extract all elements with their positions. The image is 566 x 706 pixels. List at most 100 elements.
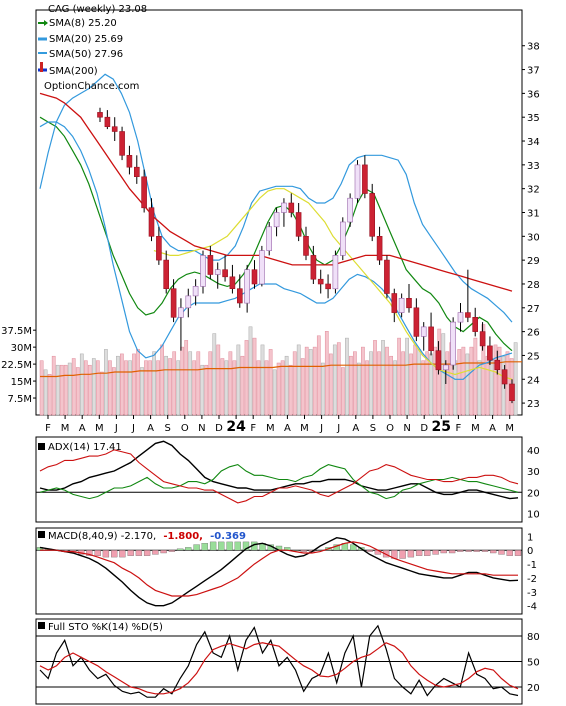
volume-bar — [128, 360, 132, 416]
volume-bar — [292, 351, 297, 416]
svg-text:MACD(8,40,9) -2.170, -: MACD(8,40,9) -2.170, -1.800, -0.369 — [48, 531, 246, 542]
candles — [97, 107, 515, 404]
candle-body — [185, 295, 192, 309]
volume-bar — [349, 355, 353, 416]
volume-bar — [268, 349, 273, 416]
x-axis: F M A M J J A S O N D 24 F M A M J J A S O N D 25 F M A M — [45, 415, 514, 435]
y-tick-label: 0 — [527, 546, 533, 557]
volume-bar — [316, 335, 321, 416]
y-tick-label: 30 — [527, 232, 540, 243]
x-tick-label: A — [284, 423, 291, 434]
volume-bar — [176, 360, 181, 416]
volume-bar — [489, 358, 494, 416]
candle-body — [442, 364, 449, 371]
macd-hist-bar — [465, 550, 472, 552]
macd-hist-bar — [300, 550, 307, 552]
y-tick-label: 26 — [527, 328, 540, 339]
macd-hist-bar — [514, 550, 522, 556]
volume-bar — [91, 358, 96, 416]
candle-body — [332, 255, 339, 290]
legend-label: SMA(20) 25.69 — [49, 34, 123, 45]
y-tick-label: 33 — [527, 161, 540, 172]
candle-body — [237, 288, 243, 304]
macd-hist-bar — [498, 550, 505, 555]
x-tick-label: J — [131, 423, 135, 434]
macd-hist-bar — [209, 541, 217, 551]
macd-hist-bar — [292, 550, 299, 551]
macd-hist-bar — [407, 550, 415, 558]
volume-bar — [389, 355, 393, 416]
volume-bar — [152, 351, 156, 416]
candle-body — [207, 255, 214, 275]
volume-bar — [71, 358, 76, 416]
volume-bar — [124, 360, 128, 416]
candle-body — [134, 166, 140, 177]
legend-item-sma200: SMA(200) — [38, 62, 98, 77]
y-tick-label: 37.5M — [1, 326, 32, 337]
candle-body — [288, 202, 295, 213]
y-tick-label: -3 — [527, 588, 537, 599]
volume-bar — [465, 353, 470, 416]
candle-body — [148, 207, 155, 237]
y-tick-label: 31 — [527, 209, 540, 220]
y-tick-label: 30 — [527, 467, 540, 478]
volume-bar — [401, 351, 405, 416]
x-tick-label: N — [403, 423, 410, 434]
y-tick-label: 28 — [527, 280, 540, 291]
y-tick-label: 1 — [527, 532, 533, 543]
series-line-sma-8- — [39, 116, 513, 352]
volume-bar — [252, 337, 257, 416]
volume-bar — [136, 349, 140, 416]
series-line-sma-long- — [39, 92, 513, 292]
volume-bar — [188, 351, 193, 416]
volume-bar — [240, 355, 245, 416]
macd-hist-bar — [424, 550, 431, 556]
candle-body — [487, 345, 493, 361]
y-tick-label: 37 — [527, 66, 540, 77]
candle-body — [457, 312, 464, 323]
macd-hist-bar — [152, 550, 159, 555]
macd-lines — [39, 536, 519, 607]
y-tick-label: 25 — [527, 351, 540, 362]
volume-bar — [300, 358, 305, 416]
candle-body — [104, 116, 111, 127]
volume-bar — [144, 360, 148, 416]
y-tick-label: 50 — [527, 658, 540, 669]
adx-title: ADX(14) 17.41 — [48, 442, 122, 453]
y-tick-label: 35 — [527, 113, 540, 124]
volume-bar — [168, 358, 172, 416]
volume-bar — [397, 337, 401, 416]
price-indicator-lines — [39, 73, 513, 380]
volume-bar — [361, 346, 365, 416]
candle-body — [465, 312, 471, 318]
x-tick-label: A — [147, 423, 154, 434]
volume-bar — [164, 355, 168, 416]
y-tick-label: 22.5M — [1, 360, 32, 371]
volume-bar — [345, 337, 349, 416]
candle-body — [178, 307, 184, 318]
x-tick-label: 24 — [226, 419, 246, 435]
volume-bar — [184, 340, 189, 416]
volume-bar — [95, 360, 100, 416]
volume-bar — [228, 351, 233, 416]
candle-body — [229, 276, 236, 289]
volume-bar — [260, 344, 265, 416]
y-tick-label: -2 — [527, 574, 537, 585]
volume-bar — [437, 328, 442, 416]
volume-bar — [328, 353, 333, 416]
volume-bar — [104, 349, 108, 416]
volume-ma-line — [40, 361, 522, 378]
candle-body — [273, 212, 280, 228]
volume-bar — [208, 351, 213, 416]
y-tick-label: -4 — [527, 602, 537, 613]
watermark: OptionChance.com — [44, 81, 139, 92]
volume-bar — [288, 364, 293, 416]
volume-bar — [409, 353, 413, 416]
volume-bar — [469, 346, 474, 416]
candle-body — [214, 269, 221, 275]
candle-body — [163, 259, 169, 290]
macd-hist-bar — [448, 550, 456, 554]
volume-bar — [341, 367, 345, 416]
volume-bar — [87, 364, 92, 416]
volume-bar — [75, 367, 80, 416]
